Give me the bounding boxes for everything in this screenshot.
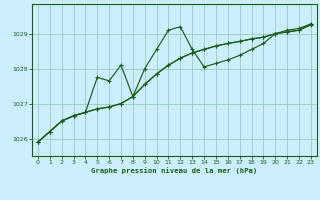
X-axis label: Graphe pression niveau de la mer (hPa): Graphe pression niveau de la mer (hPa): [91, 167, 258, 174]
